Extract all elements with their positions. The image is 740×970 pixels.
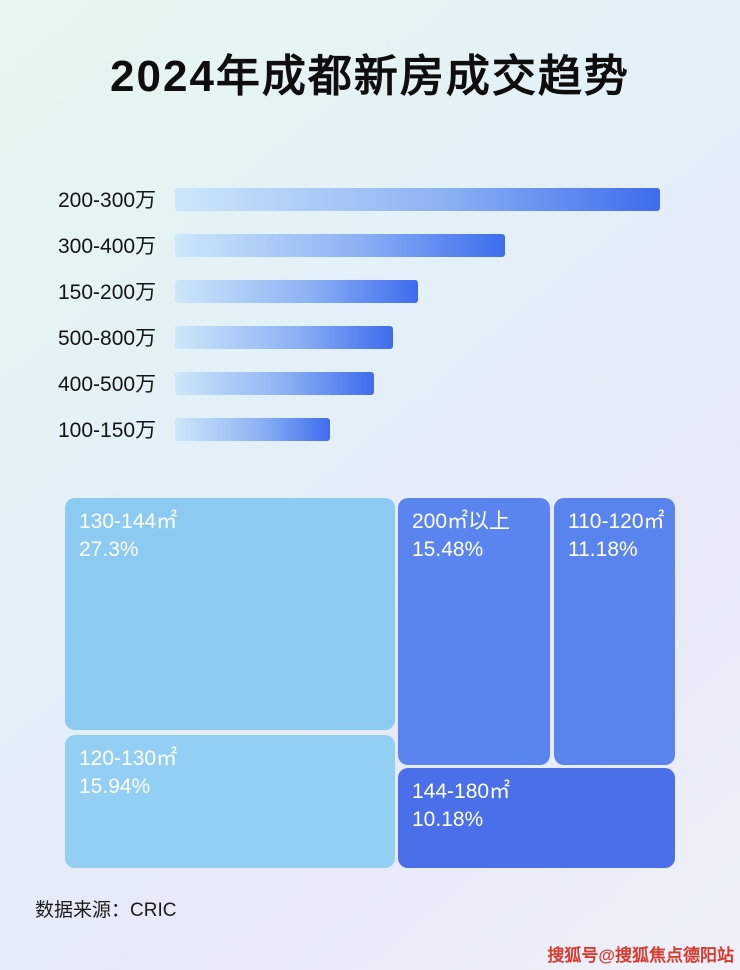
treemap-block-110-120: 110-120㎡ 11.18%	[554, 498, 675, 765]
block-value: 27.3%	[79, 538, 139, 562]
bar-chart: 200-300万 300-400万 150-200万 500-800万 400-500万…	[58, 176, 698, 452]
bar-category-label: 500-800万	[58, 327, 157, 350]
page-title: 2024年成都新房成交趋势	[110, 52, 630, 101]
bar-row: 400-500万	[58, 360, 698, 406]
block-value: 10.18%	[412, 808, 484, 832]
block-label: 120-130㎡	[79, 747, 178, 770]
block-value: 11.18%	[568, 538, 638, 562]
treemap: 130-144㎡ 27.3% 120-130㎡ 15.94% 200㎡以上 15…	[65, 498, 675, 868]
data-source-label: 数据来源：CRIC	[35, 900, 177, 921]
bar	[175, 279, 418, 303]
block-value: 15.94%	[79, 775, 151, 799]
treemap-block-144-180: 144-180㎡ 10.18%	[398, 768, 675, 868]
bar	[175, 417, 330, 441]
bar-row: 300-400万	[58, 222, 698, 268]
bar	[175, 325, 393, 349]
block-label: 130-144㎡	[79, 510, 178, 533]
bar-row: 150-200万	[58, 268, 698, 314]
bar	[175, 233, 505, 257]
block-label: 110-120㎡	[568, 510, 665, 533]
bar	[175, 187, 660, 211]
treemap-block-120-130: 120-130㎡ 15.94%	[65, 735, 395, 868]
treemap-block-200-plus: 200㎡以上 15.48%	[398, 498, 550, 765]
bar-category-label: 200-300万	[58, 189, 157, 212]
bar-category-label: 150-200万	[58, 281, 157, 304]
bar-row: 500-800万	[58, 314, 698, 360]
bar-row: 200-300万	[58, 176, 698, 222]
bar-category-label: 100-150万	[58, 419, 157, 442]
bar-category-label: 400-500万	[58, 373, 157, 396]
treemap-block-130-144: 130-144㎡ 27.3%	[65, 498, 395, 730]
watermark-text: 搜狐号@搜狐焦点德阳站	[547, 946, 734, 965]
block-value: 15.48%	[412, 538, 484, 562]
block-label: 144-180㎡	[412, 780, 511, 803]
bar	[175, 371, 374, 395]
bar-row: 100-150万	[58, 406, 698, 452]
block-label: 200㎡以上	[412, 510, 511, 533]
bar-category-label: 300-400万	[58, 235, 157, 258]
